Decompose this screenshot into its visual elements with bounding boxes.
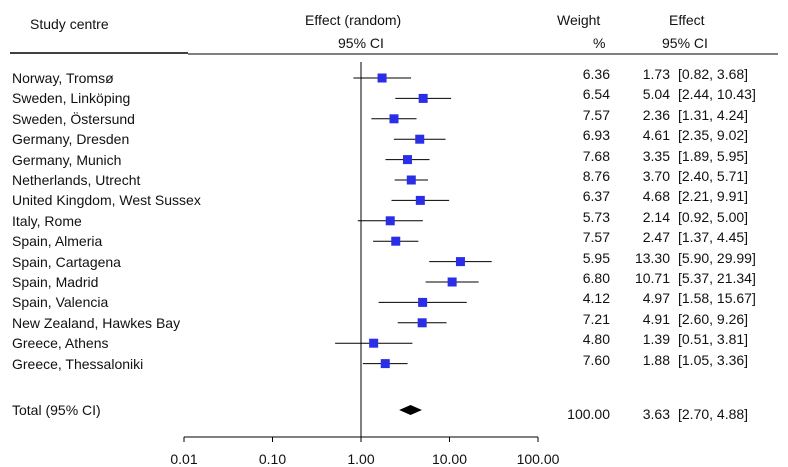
study-effect: 13.30 [634, 249, 670, 266]
study-effect: 5.04 [642, 86, 670, 103]
study-ci: [1.37, 4.45] [678, 229, 749, 246]
study-ci: [2.21, 9.91] [678, 188, 749, 205]
effect-marker [417, 318, 427, 328]
header-effect-ci: 95% CI [662, 35, 708, 51]
study-name: Italy, Rome [12, 212, 82, 229]
study-weight: 6.93 [582, 127, 610, 144]
study-name: Spain, Almeria [12, 233, 103, 250]
effect-marker [385, 216, 395, 226]
study-effect: 3.35 [642, 147, 670, 164]
effect-marker [447, 277, 457, 287]
study-name: Spain, Madrid [12, 274, 99, 290]
study-ci: [1.05, 3.36] [678, 351, 749, 368]
study-effect: 2.14 [642, 208, 670, 225]
effect-marker [415, 134, 425, 144]
study-weight: 6.37 [582, 188, 610, 205]
effect-marker [391, 236, 401, 246]
study-weight: 6.54 [582, 86, 610, 103]
study-name: Greece, Athens [12, 335, 109, 352]
effect-marker [415, 195, 425, 205]
study-effect: 1.88 [642, 351, 670, 368]
total-label: Total (95% CI) [12, 402, 101, 418]
x-tick-label: 100.00 [516, 451, 560, 467]
study-name: Greece, Thessaloniki [12, 355, 144, 372]
study-weight: 4.12 [582, 290, 610, 307]
study-weight: 5.73 [582, 208, 610, 225]
study-weight: 7.57 [582, 229, 610, 246]
study-name: Germany, Munich [12, 151, 122, 168]
study-ci: [1.89, 5.95] [678, 147, 749, 164]
study-ci: [5.90, 29.99] [678, 249, 756, 266]
study-effect: 10.71 [634, 270, 670, 286]
study-ci: [0.92, 5.00] [678, 208, 749, 225]
effect-marker [369, 338, 379, 348]
header-weight: Weight [557, 12, 601, 28]
study-name: Norway, Tromsø [12, 70, 114, 86]
header-effect-random-ci: 95% CI [338, 35, 384, 51]
study-ci: [0.51, 3.81] [678, 331, 749, 348]
study-ci: [2.60, 9.26] [678, 310, 749, 327]
study-name: Sweden, Linköping [12, 90, 131, 107]
study-name: Spain, Cartagena [12, 253, 121, 270]
study-effect: 3.70 [642, 168, 670, 184]
header-weight-unit: % [593, 35, 606, 51]
header-effect: Effect [669, 12, 705, 28]
x-tick-label: 10.00 [431, 451, 468, 467]
study-effect: 4.68 [642, 188, 670, 205]
effect-marker [406, 175, 416, 185]
study-weight: 4.80 [582, 331, 610, 348]
study-effect: 1.39 [642, 331, 670, 348]
study-ci: [2.40, 5.71] [678, 168, 749, 184]
study-name: Netherlands, Utrecht [12, 172, 141, 188]
total-diamond [399, 405, 422, 415]
effect-marker [455, 257, 465, 267]
study-name: Germany, Dresden [12, 131, 130, 148]
study-ci: [1.58, 15.67] [678, 290, 756, 307]
study-name: United Kingdom, West Sussex [12, 192, 201, 209]
study-weight: 8.76 [582, 168, 610, 184]
effect-marker [380, 359, 390, 369]
study-ci: [0.82, 3.68] [678, 66, 749, 82]
study-effect: 1.73 [642, 66, 670, 82]
study-ci: [1.31, 4.24] [678, 106, 749, 123]
header-study-centre: Study centre [30, 16, 109, 32]
study-name: Sweden, Östersund [12, 110, 135, 127]
x-tick-label: 0.01 [170, 451, 198, 467]
study-weight: 7.21 [582, 310, 610, 327]
effect-marker [418, 297, 428, 307]
study-weight: 7.68 [582, 147, 610, 164]
study-effect: 2.36 [642, 106, 670, 123]
total-ci: [2.70, 4.88] [678, 406, 749, 422]
study-ci: [5.37, 21.34] [678, 270, 756, 286]
effect-marker [377, 73, 387, 83]
total-effect: 3.63 [642, 406, 670, 422]
study-name: New Zealand, Hawkes Bay [12, 314, 181, 331]
effect-marker [402, 155, 412, 165]
effect-marker [418, 93, 428, 103]
study-effect: 4.61 [642, 127, 670, 144]
effect-marker [389, 114, 399, 124]
study-effect: 2.47 [642, 229, 670, 246]
study-name: Spain, Valencia [12, 294, 109, 311]
x-tick-label: 0.10 [258, 451, 287, 467]
study-ci: [2.44, 10.43] [678, 86, 756, 103]
study-effect: 4.97 [642, 290, 670, 307]
study-effect: 4.91 [642, 310, 670, 327]
x-tick-label: 1.00 [347, 451, 375, 467]
study-weight: 6.36 [582, 66, 610, 82]
study-weight: 6.80 [582, 270, 610, 286]
header-effect-random: Effect (random) [305, 12, 402, 28]
study-ci: [2.35, 9.02] [678, 127, 749, 144]
total-weight: 100.00 [567, 406, 610, 422]
study-weight: 7.57 [582, 106, 610, 123]
study-weight: 5.95 [582, 249, 610, 266]
study-weight: 7.60 [582, 351, 610, 368]
